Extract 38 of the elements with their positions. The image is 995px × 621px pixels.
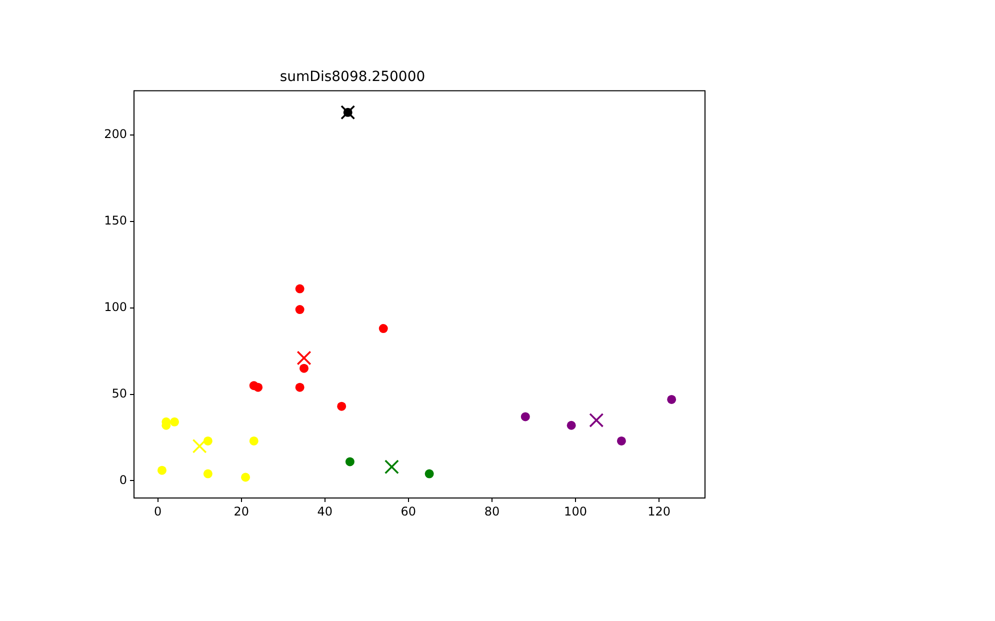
x-tick-label: 100 xyxy=(564,504,587,518)
y-tick-label: 200 xyxy=(104,127,127,142)
point xyxy=(345,457,354,466)
point xyxy=(589,412,604,428)
x-tick-label: 120 xyxy=(648,504,671,518)
point xyxy=(384,460,399,474)
point xyxy=(566,420,576,430)
point xyxy=(343,108,352,117)
point xyxy=(295,305,304,314)
point xyxy=(170,417,180,426)
chart-title: sumDis8098.250000 xyxy=(280,69,426,86)
point xyxy=(157,466,166,475)
y-tick-label: 150 xyxy=(104,213,127,228)
point xyxy=(254,382,263,392)
y-tick-label: 50 xyxy=(112,386,127,400)
point xyxy=(424,469,434,478)
x-tick-label: 20 xyxy=(234,504,249,518)
point xyxy=(616,436,626,446)
point xyxy=(203,469,212,478)
point xyxy=(300,364,309,373)
y-tick-label: 100 xyxy=(104,300,127,314)
y-tick-label: 0 xyxy=(119,472,127,487)
point xyxy=(192,438,207,454)
x-tick-label: 80 xyxy=(484,504,500,518)
point xyxy=(520,412,530,422)
point xyxy=(203,436,212,446)
point xyxy=(340,105,356,120)
point xyxy=(241,472,250,482)
point xyxy=(296,350,312,366)
point xyxy=(667,394,676,404)
point xyxy=(378,324,388,334)
point xyxy=(337,402,346,411)
point xyxy=(295,382,304,392)
x-tick-label: 0 xyxy=(154,504,162,518)
x-tick-label: 40 xyxy=(317,504,333,518)
point xyxy=(249,436,258,446)
point xyxy=(295,284,304,294)
x-tick-label: 60 xyxy=(400,504,416,518)
